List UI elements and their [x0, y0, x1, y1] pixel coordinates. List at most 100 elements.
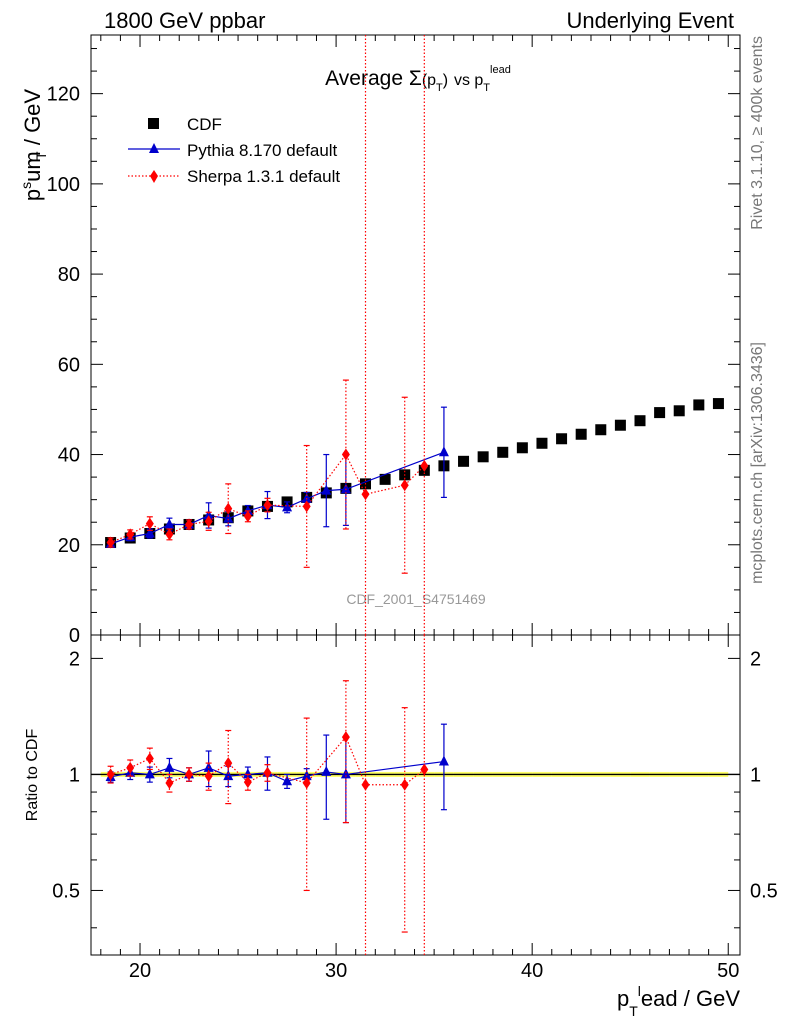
cdf-point	[654, 407, 666, 419]
sherpa-point	[400, 778, 409, 791]
sherpa-point	[400, 479, 409, 492]
header-right: Underlying Event	[566, 8, 734, 33]
sherpa-point	[106, 536, 115, 549]
rivet-label: Rivet 3.1.10, ≥ 400k events	[749, 36, 766, 230]
sherpa-point	[420, 459, 429, 472]
sherpa-point	[224, 502, 233, 515]
sherpa-point	[361, 488, 370, 501]
pythia-point	[438, 755, 449, 766]
ratio-axis-title: Ratio to CDF	[24, 729, 41, 822]
ratio-tick-label: 0.5	[52, 880, 80, 902]
ratio-tick-label: 2	[69, 648, 80, 670]
ratio-tick-label-right: 2	[750, 648, 761, 670]
sherpa-point	[185, 518, 194, 531]
cdf-point	[614, 419, 626, 431]
ratio-tick-label-right: 0.5	[750, 880, 778, 902]
cdf-point	[536, 437, 548, 449]
legend-pythia-marker	[149, 143, 159, 153]
pythia-point	[321, 484, 332, 495]
cdf-point	[712, 398, 724, 410]
cdf-point	[693, 399, 705, 411]
ratio-plot-frame	[90, 634, 741, 956]
pythia-point	[223, 770, 234, 781]
cdf-point	[673, 405, 685, 417]
pythia-point	[340, 483, 351, 494]
series-main-1	[105, 406, 449, 548]
ratio-line	[110, 760, 445, 782]
pythia-point	[242, 768, 253, 779]
pythia-point	[340, 768, 351, 779]
pythia-point	[223, 512, 234, 523]
series-main-2	[106, 35, 429, 635]
sherpa-point	[165, 777, 174, 790]
sherpa-point	[145, 517, 154, 530]
sherpa-point	[302, 500, 311, 513]
pythia-point	[164, 761, 175, 772]
x-tick-label: 50	[717, 960, 739, 982]
sherpa-point	[341, 448, 350, 461]
series-ratio-1	[106, 635, 429, 955]
x-axis-title: pTlead / GeV	[617, 983, 740, 1019]
cdf-point	[458, 455, 470, 467]
pythia-point	[321, 765, 332, 776]
y-axis-title: psum / GeV	[18, 89, 45, 201]
y-tick-label: 20	[58, 535, 80, 557]
series-main-0	[105, 398, 724, 549]
pythia-point	[282, 775, 293, 786]
pythia-point	[203, 509, 214, 520]
y-tick-label: 120	[47, 84, 80, 106]
sherpa-point	[106, 768, 115, 781]
x-tick-label: 40	[521, 960, 543, 982]
series-line	[110, 453, 425, 544]
sherpa-point	[243, 776, 252, 789]
sherpa-point	[341, 731, 350, 744]
legend: CDF Pythia 8.170 default Sherpa 1.3.1 de…	[128, 115, 340, 186]
svg-text:psum / GeV: psum / GeV	[18, 89, 45, 201]
analysis-watermark: CDF_2001_S4751469	[346, 591, 486, 607]
cdf-point	[595, 424, 607, 436]
pythia-point	[282, 501, 293, 512]
x-tick-label: 30	[325, 960, 347, 982]
pythia-point	[144, 527, 155, 538]
pythia-point	[438, 446, 449, 457]
sherpa-point	[302, 777, 311, 790]
axis-ticks: 20 30 40 50 0 20 40 60 80 100 120 0.5 0.5 1 1 2 2	[47, 35, 778, 982]
sherpa-point	[204, 770, 213, 783]
cdf-point	[497, 446, 509, 458]
legend-pythia-label: Pythia 8.170 default	[187, 141, 338, 160]
sherpa-point	[126, 761, 135, 774]
cdf-point	[379, 473, 391, 485]
pythia-point	[144, 768, 155, 779]
sherpa-point	[243, 510, 252, 523]
legend-sherpa-label: Sherpa 1.3.1 default	[187, 167, 340, 186]
sherpa-point	[263, 766, 272, 779]
sherpa-point	[145, 752, 154, 765]
sherpa-point	[420, 763, 429, 776]
cdf-point	[634, 415, 646, 427]
pythia-point	[301, 492, 312, 503]
sherpa-point	[126, 528, 135, 541]
series-layer	[105, 35, 724, 955]
sherpa-point	[224, 757, 233, 770]
cdf-point	[575, 428, 587, 440]
chart-title: Average Σ(pT) vs pTlead	[325, 64, 511, 94]
ratio-tick-label: 1	[69, 764, 80, 786]
y-tick-label: 80	[58, 264, 80, 286]
svg-text:T: T	[33, 151, 49, 160]
ratio-tick-label-right: 1	[750, 764, 761, 786]
sherpa-point	[263, 499, 272, 512]
legend-cdf-label: CDF	[187, 115, 222, 134]
mcplots-label: mcplots.cern.ch [arXiv:1306.3436]	[749, 342, 766, 584]
legend-sherpa-marker	[150, 170, 158, 183]
sherpa-point	[361, 778, 370, 791]
sherpa-point	[204, 515, 213, 528]
y-tick-label: 40	[58, 445, 80, 467]
sherpa-point	[165, 528, 174, 541]
cdf-point	[556, 433, 568, 445]
y-tick-label: 100	[47, 174, 80, 196]
pythia-point	[242, 504, 253, 515]
cdf-point	[477, 451, 489, 463]
sherpa-point	[185, 768, 194, 781]
y-tick-label: 60	[58, 354, 80, 376]
